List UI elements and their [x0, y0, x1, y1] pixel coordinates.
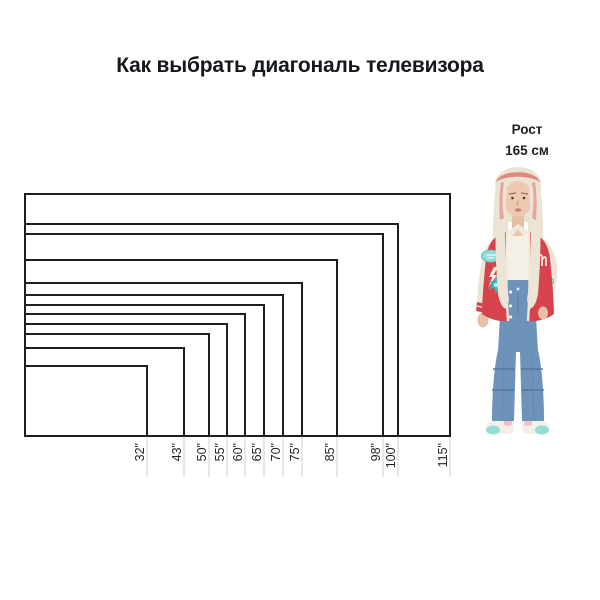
person-hair-front-left [495, 182, 509, 309]
person-jeans-right-leg [520, 350, 544, 421]
person-eye-right [522, 196, 526, 200]
tv-rect-60 [24, 313, 246, 437]
tv-rect-50 [24, 333, 210, 437]
person-jacket-right-trim [526, 231, 531, 322]
person-hair-pink-streak-right [532, 182, 537, 220]
person-jeans-hips [498, 317, 538, 352]
person-sneaker-right-toe [535, 425, 549, 435]
person-face [503, 181, 533, 217]
tv-rect-32 [24, 365, 148, 437]
size-label-60: 60" [231, 443, 245, 461]
person-jacket-left-trim [505, 231, 510, 322]
size-label-85: 85" [323, 443, 337, 461]
person-height-label: Рост 165 см [472, 120, 582, 162]
person-sneaker-right-accent [524, 421, 532, 426]
person-hair-pink-crown [496, 172, 540, 182]
person-sneaker-left-accent [504, 421, 512, 426]
person-eyebrow-right [520, 192, 529, 195]
person-tank-top [505, 236, 531, 284]
size-label-70: 70" [269, 443, 283, 461]
person-lips [514, 208, 522, 212]
size-label-115: 115" [436, 443, 450, 467]
person-right-hand [538, 306, 548, 320]
person-starburst-patch [488, 276, 504, 294]
person-hair-pink-streak-left [499, 182, 504, 220]
person-eyebrow-left [508, 192, 517, 195]
size-label-65: 65" [250, 443, 264, 461]
tv-rect-43 [24, 347, 185, 437]
tv-rect-55 [24, 323, 228, 437]
tv-rect-115 [24, 193, 451, 437]
size-label-55: 55" [213, 443, 227, 461]
tv-rect-100 [24, 223, 399, 437]
size-label-75: 75" [288, 443, 302, 461]
size-label-32: 32" [133, 443, 147, 461]
size-label-98: 98" [369, 443, 383, 461]
person-height-label-line1: Рост [511, 122, 543, 137]
size-label-100: 100" [384, 443, 398, 468]
page-title: Как выбрать диагональ телевизора [116, 54, 484, 77]
tv-size-rectangles: 32" 43" 50" 55" 60" 65" 70" 75" 85" 98" 100" 115" [24, 193, 451, 477]
person-illustration [476, 167, 558, 435]
size-label-43: 43" [170, 443, 184, 461]
person-eye-left [511, 196, 514, 200]
person-sneaker-left-toe [486, 425, 500, 435]
person-hair-front-right [527, 182, 541, 309]
person-jeans-left-leg [492, 350, 516, 421]
person-nose [516, 199, 519, 206]
person-lightning-patch [488, 267, 498, 288]
person-jacket-buttons [508, 248, 513, 319]
size-label-50: 50" [195, 443, 209, 461]
person-jeans-button [516, 287, 520, 291]
person-jeans-side-seams [501, 353, 535, 422]
person-height-label-line2: 165 см [505, 142, 549, 158]
person-jacket-collar [507, 224, 529, 237]
